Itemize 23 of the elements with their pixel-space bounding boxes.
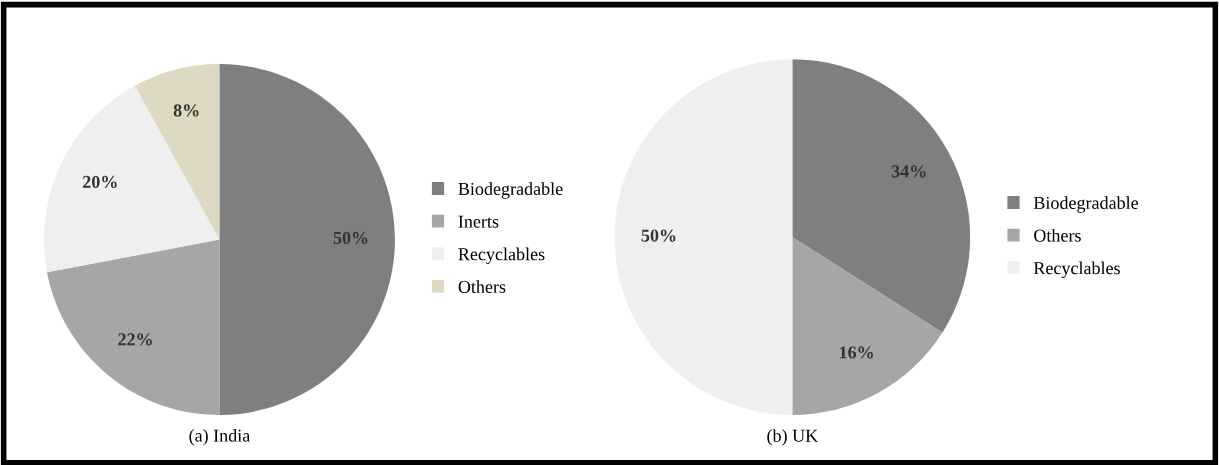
legend-label: Inerts (458, 215, 499, 228)
pie-slice (47, 239, 220, 415)
text: (a) India (189, 429, 250, 446)
data-label: 34% (891, 165, 926, 178)
legend-label: Recyclables (1033, 261, 1120, 279)
legend-label: Others (458, 280, 506, 293)
pie-slice (792, 237, 943, 415)
data-label: 16% (839, 346, 873, 359)
legend-label: Recyclables (458, 247, 545, 265)
legend-label: Others (1034, 228, 1081, 242)
data-label: 22% (118, 333, 152, 346)
pie-slice (134, 63, 220, 240)
pie-slice (614, 59, 793, 415)
pie-slice (219, 63, 395, 415)
data-label: 20% (83, 175, 117, 189)
pie-slice (792, 59, 971, 333)
legend-label: Biodegradable (1033, 196, 1139, 213)
data-label: 8% (173, 104, 199, 117)
pie-slice (43, 85, 220, 273)
data-label: 50% (641, 229, 676, 242)
legend-label: Biodegradable (458, 182, 563, 199)
text: (b) UK (767, 429, 818, 446)
data-label: 50% (333, 231, 368, 245)
